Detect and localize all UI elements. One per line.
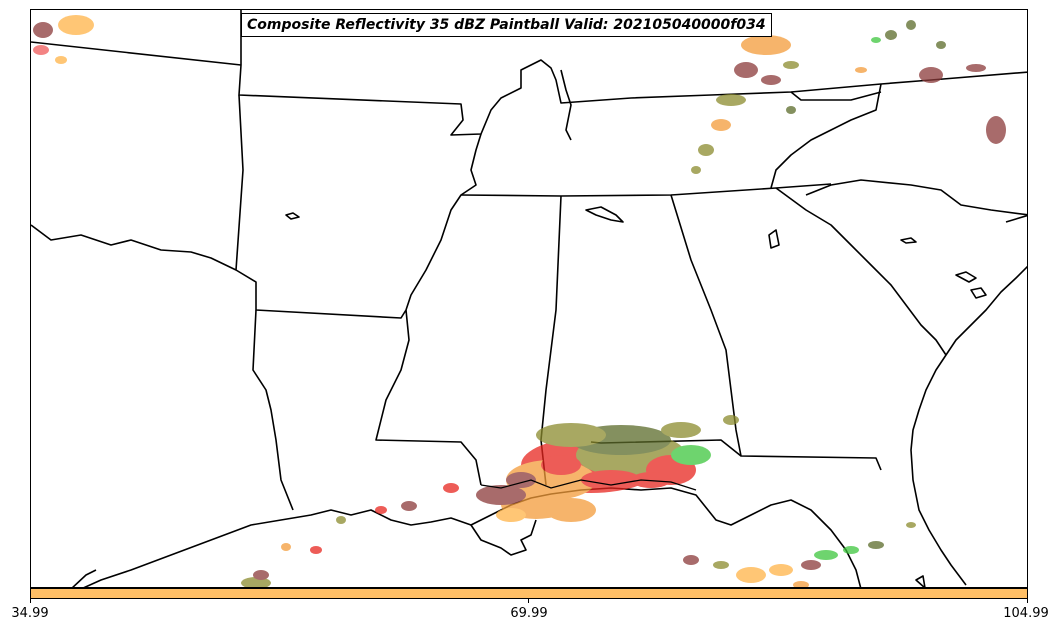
coastline xyxy=(910,265,1027,586)
state-boundary xyxy=(252,309,294,511)
state-boundary xyxy=(460,183,832,197)
state-boundary xyxy=(775,187,947,356)
colorbar-tick xyxy=(30,599,31,603)
map-title: Composite Reflectivity 35 dBZ Paintball … xyxy=(241,13,772,37)
state-boundary xyxy=(805,179,1027,216)
lake xyxy=(285,212,300,220)
reflectivity-map xyxy=(31,10,1027,587)
colorbar-tick xyxy=(1027,599,1028,603)
colorbar xyxy=(30,588,1028,599)
lake xyxy=(915,575,926,587)
river xyxy=(560,69,572,141)
state-boundary xyxy=(670,194,882,471)
state-boundary xyxy=(235,94,407,319)
state-boundary xyxy=(1005,214,1027,223)
lake xyxy=(900,237,917,244)
colorbar-tick xyxy=(528,599,529,603)
colorbar-tick-label-min: 34.99 xyxy=(11,606,49,621)
state-boundary xyxy=(770,83,882,189)
colorbar-tick-label-max: 104.99 xyxy=(1003,606,1049,621)
map-panel xyxy=(30,9,1028,588)
lake xyxy=(585,206,624,223)
lake xyxy=(955,271,977,283)
coastline-overlay xyxy=(480,479,697,491)
state-boundary xyxy=(405,133,482,311)
coastline xyxy=(470,519,537,556)
lake xyxy=(768,229,780,249)
state-boundary xyxy=(790,91,882,101)
state-boundary xyxy=(375,309,482,486)
coastline xyxy=(71,569,97,587)
state-boundary xyxy=(31,224,237,271)
lake xyxy=(970,287,987,299)
colorbar-tick-label-mid: 69.99 xyxy=(510,606,548,621)
state-boundary xyxy=(238,59,1027,136)
state-boundary xyxy=(31,41,242,66)
